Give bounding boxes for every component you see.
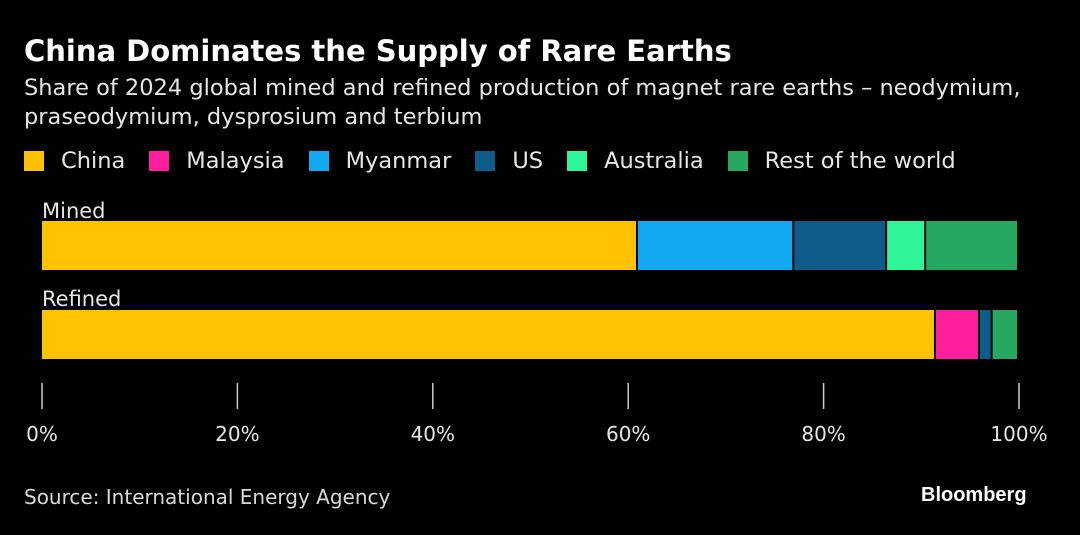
legend-swatch-myanmar: [308, 151, 329, 171]
bar-segment-mined-rest-of-the-world: [926, 221, 1017, 270]
x-tick-label: 100%: [990, 422, 1047, 446]
legend-item-australia: Australia: [567, 148, 704, 174]
bar-segment-mined-australia: [887, 221, 925, 270]
stacked-bar-chart: Mined Refined 0% 20% 40% 60% 80% 100%: [26, 199, 1047, 446]
legend-label-rest-of-world: Rest of the world: [764, 148, 956, 174]
legend-swatch-us: [475, 151, 496, 171]
legend-item-malaysia: Malaysia: [149, 148, 285, 174]
bar-segment-mined-china: [42, 221, 636, 270]
x-tick-label: 60%: [606, 422, 650, 446]
chart-title: China Dominates the Supply of Rare Earth…: [24, 34, 732, 68]
legend-swatch-china: [24, 151, 44, 171]
x-tick-label: 0%: [26, 422, 58, 446]
x-tick-label: 80%: [801, 422, 845, 446]
bloomberg-logo: Bloomberg: [921, 484, 1027, 506]
legend-label-myanmar: Myanmar: [345, 148, 452, 174]
x-tick-label: 20%: [215, 422, 259, 446]
bar-label-mined: Mined: [42, 199, 106, 223]
source-note: Source: International Energy Agency: [24, 485, 391, 509]
bar-segment-refined-china: [42, 310, 934, 359]
legend-swatch-rest-of-world: [727, 151, 748, 171]
legend-swatch-australia: [567, 151, 588, 171]
legend: China Malaysia Myanmar US Australia Rest…: [24, 148, 980, 174]
bar-segment-refined-us: [979, 310, 991, 359]
x-tick-label: 40%: [411, 422, 455, 446]
legend-label-china: China: [61, 148, 126, 174]
legend-item-china: China: [24, 148, 125, 174]
bar-segment-mined-us: [794, 221, 886, 270]
legend-label-australia: Australia: [604, 148, 704, 174]
legend-item-us: US: [475, 148, 543, 174]
legend-item-myanmar: Myanmar: [308, 148, 452, 174]
legend-item-rest-of-world: Rest of the world: [727, 148, 956, 174]
bar-segment-refined-rest-of-the-world: [992, 310, 1017, 359]
legend-swatch-malaysia: [149, 151, 170, 171]
legend-label-us: US: [512, 148, 544, 174]
bar-label-refined: Refined: [42, 287, 121, 311]
legend-label-malaysia: Malaysia: [186, 148, 285, 174]
chart-subtitle: Share of 2024 global mined and refined p…: [24, 75, 1021, 130]
bar-segment-refined-malaysia: [935, 310, 978, 359]
bar-segment-mined-myanmar: [637, 221, 793, 270]
